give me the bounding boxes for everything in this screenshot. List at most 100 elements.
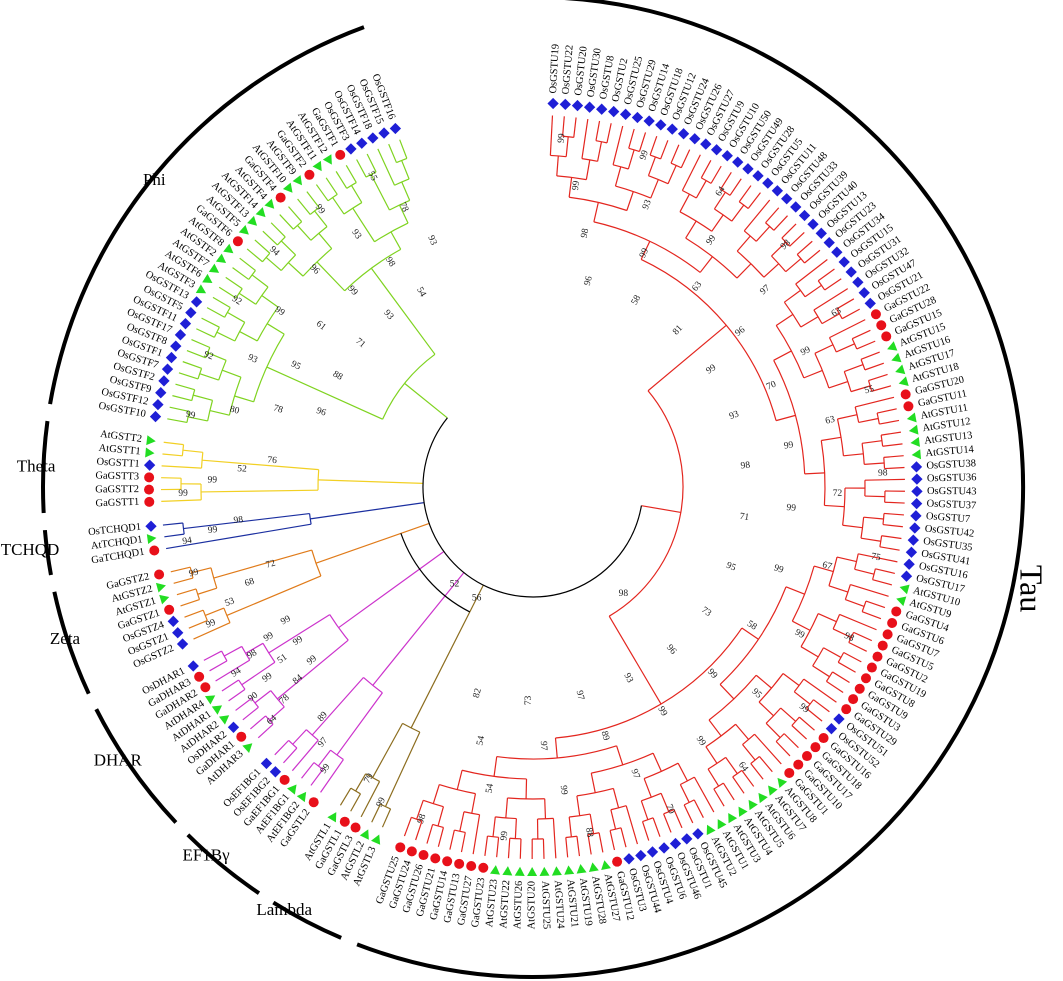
branch — [825, 671, 834, 682]
branch — [266, 323, 285, 335]
branch — [197, 587, 217, 595]
bootstrap-value: 63 — [830, 306, 843, 320]
marker-rice — [559, 98, 571, 111]
branch — [370, 267, 436, 355]
bootstrap-value: 72 — [265, 558, 277, 570]
bootstrap-value: 53 — [224, 596, 237, 609]
branch — [713, 191, 726, 210]
branch — [856, 340, 876, 350]
branch — [256, 306, 279, 342]
branch — [320, 759, 344, 793]
branch — [865, 600, 886, 609]
branch — [813, 699, 830, 713]
branch — [344, 248, 401, 292]
clade-arc — [41, 420, 50, 514]
branch — [360, 781, 381, 818]
marker-arabidopsis — [502, 866, 513, 876]
branch — [640, 800, 649, 820]
marker-cotton — [801, 751, 812, 762]
marker-rice — [165, 351, 178, 364]
bootstrap-value: 54 — [485, 783, 496, 794]
branch — [862, 440, 883, 444]
leaf-label: AtGSTU14 — [925, 444, 975, 459]
branch — [750, 756, 760, 765]
branch — [660, 793, 670, 812]
branch — [329, 614, 349, 641]
marker-rice — [389, 122, 402, 135]
branch — [292, 221, 303, 230]
branch — [196, 328, 215, 338]
marker-rice — [547, 97, 559, 110]
branch — [722, 782, 735, 801]
branch — [854, 553, 859, 570]
bootstrap-value: 99 — [261, 671, 275, 685]
bootstrap-value: 95 — [725, 561, 738, 574]
branch — [832, 614, 841, 630]
branch — [875, 568, 895, 575]
branch — [785, 258, 802, 273]
marker-arabidopsis — [312, 160, 322, 172]
marker-rice — [623, 853, 635, 865]
branch — [735, 723, 750, 740]
marker-cotton — [903, 401, 914, 412]
branch — [741, 769, 755, 787]
branch — [380, 803, 391, 810]
marker-rice — [781, 193, 793, 205]
marker-arabidopsis — [264, 198, 275, 209]
branch — [881, 431, 902, 436]
clade-group: GaGSTT1 GaGSTT2 GaGSTT3OsGSTT1AtGSTT1AtGST… — [17, 420, 424, 514]
branch — [836, 308, 843, 319]
branch — [828, 380, 848, 389]
branch — [824, 278, 842, 291]
branch — [390, 231, 402, 250]
branch — [251, 698, 259, 708]
bootstrap-value: 75 — [870, 552, 882, 564]
branch — [565, 837, 569, 858]
branch — [310, 502, 425, 520]
bootstrap-value: 55 — [365, 170, 378, 183]
branch — [250, 715, 266, 730]
branch — [460, 832, 466, 853]
marker-cotton — [304, 169, 315, 180]
marker-rice — [152, 398, 164, 411]
branch — [562, 116, 565, 137]
marker-rice — [911, 473, 923, 485]
branch — [625, 805, 639, 845]
marker-cotton — [854, 683, 865, 694]
branch — [556, 155, 559, 176]
bootstrap-value: 99 — [313, 203, 327, 217]
branch — [800, 646, 819, 658]
marker-arabidopsis — [287, 784, 297, 795]
marker-arabidopsis — [527, 866, 538, 877]
branch — [673, 809, 683, 829]
branch — [640, 241, 651, 260]
branch — [224, 307, 231, 318]
branch — [432, 823, 444, 828]
branch — [795, 259, 828, 285]
branch — [305, 729, 319, 741]
marker-rice — [643, 115, 655, 127]
clade-label: TCHQD — [1, 540, 60, 559]
branch — [573, 117, 577, 138]
branch — [403, 817, 412, 837]
marker-cotton — [395, 842, 406, 853]
branch — [297, 225, 312, 241]
marker-rice — [911, 485, 923, 498]
branch — [796, 240, 813, 255]
branch — [725, 757, 738, 774]
marker-arabidopsis — [155, 582, 166, 593]
marker-cotton — [866, 662, 877, 673]
branch — [858, 553, 898, 563]
branch — [276, 639, 349, 700]
branch — [821, 313, 840, 325]
branch — [828, 585, 849, 593]
branch — [705, 723, 737, 748]
leaf-label: OsGSTU43 — [927, 486, 977, 498]
bootstrap-value: 51 — [276, 652, 290, 666]
marker-arabidopsis — [242, 743, 253, 753]
marker-rice — [833, 713, 845, 725]
branch — [228, 688, 246, 702]
branch — [234, 395, 254, 403]
marker-rice — [677, 128, 690, 140]
branch — [279, 214, 294, 230]
